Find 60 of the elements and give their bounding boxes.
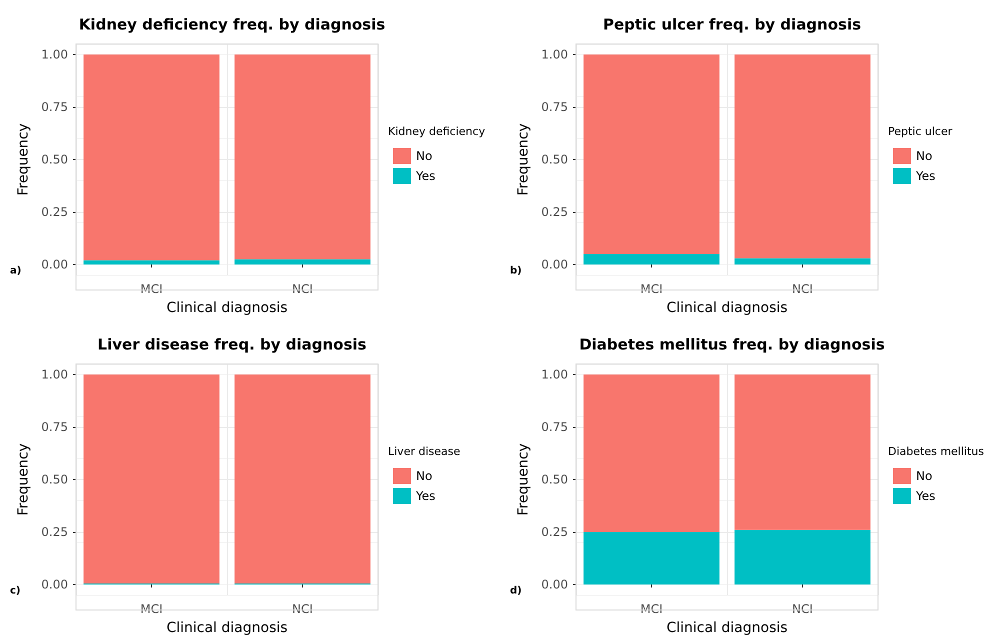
legend-label: Yes	[915, 489, 936, 503]
bar	[234, 259, 370, 264]
y-tick-label: 0.25	[41, 205, 68, 219]
y-tick-label: 1.00	[541, 48, 568, 62]
y-tick-label: 0.75	[541, 100, 568, 114]
chart-title: Kidney deficiency freq. by diagnosis	[78, 16, 386, 34]
bar	[734, 258, 870, 264]
text: a)	[10, 266, 22, 276]
y-tick-label: 1.00	[41, 368, 68, 382]
y-tick-label: 0.25	[541, 205, 568, 219]
chart-title: Liver disease freq. by diagnosis	[98, 336, 367, 354]
bar	[734, 530, 870, 584]
legend-label: No	[916, 149, 932, 163]
y-tick-label: 0.50	[41, 152, 68, 166]
y-tick-label: 0.25	[41, 525, 68, 539]
x-axis-title: Clinical diagnosis	[166, 300, 288, 316]
x-axis-title: Clinical diagnosis	[666, 620, 788, 636]
legend-title: Kidney deficiency	[388, 125, 486, 138]
y-axis-title: Frequency	[15, 443, 32, 516]
text: c)	[10, 586, 20, 596]
y-axis-title: Frequency	[15, 123, 32, 196]
y-tick-label: 0.00	[541, 578, 568, 592]
y-tick-label: 0.75	[41, 420, 68, 434]
x-axis-title: Clinical diagnosis	[166, 620, 288, 636]
text: d)	[510, 586, 522, 596]
y-axis-title: Frequency	[515, 443, 532, 516]
y-tick-label: 0.00	[41, 578, 68, 592]
bar	[734, 54, 870, 258]
bar	[734, 374, 870, 530]
y-tick-label: 0.50	[541, 472, 568, 486]
legend-label: No	[416, 469, 432, 483]
legend-title: Diabetes mellitus	[888, 445, 984, 458]
bar	[84, 260, 220, 264]
legend-label: No	[416, 149, 432, 163]
y-axis-title: Frequency	[515, 123, 532, 196]
y-tick-label: 0.75	[41, 100, 68, 114]
bar	[84, 54, 220, 260]
y-tick-label: 0.25	[541, 525, 568, 539]
y-tick-label: 0.75	[541, 420, 568, 434]
bar	[584, 54, 720, 254]
y-tick-label: 1.00	[41, 48, 68, 62]
legend-label: Yes	[915, 169, 936, 183]
bar	[584, 254, 720, 264]
x-axis-title: Clinical diagnosis	[666, 300, 788, 316]
chart-title: Diabetes mellitus freq. by diagnosis	[579, 336, 885, 354]
bar	[234, 54, 370, 260]
legend-label: Yes	[415, 169, 436, 183]
y-tick-label: 0.00	[41, 258, 68, 272]
legend-label: Yes	[415, 489, 436, 503]
y-tick-label: 0.00	[541, 258, 568, 272]
chart-title: Peptic ulcer freq. by diagnosis	[602, 16, 862, 34]
text: b)	[510, 266, 522, 276]
legend-title: Peptic ulcer	[888, 125, 953, 138]
y-tick-label: 0.50	[41, 472, 68, 486]
bar	[584, 532, 720, 584]
y-tick-label: 1.00	[541, 368, 568, 382]
bar	[584, 374, 720, 532]
y-tick-label: 0.50	[541, 152, 568, 166]
legend-label: No	[916, 469, 932, 483]
legend-title: Liver disease	[388, 445, 460, 458]
